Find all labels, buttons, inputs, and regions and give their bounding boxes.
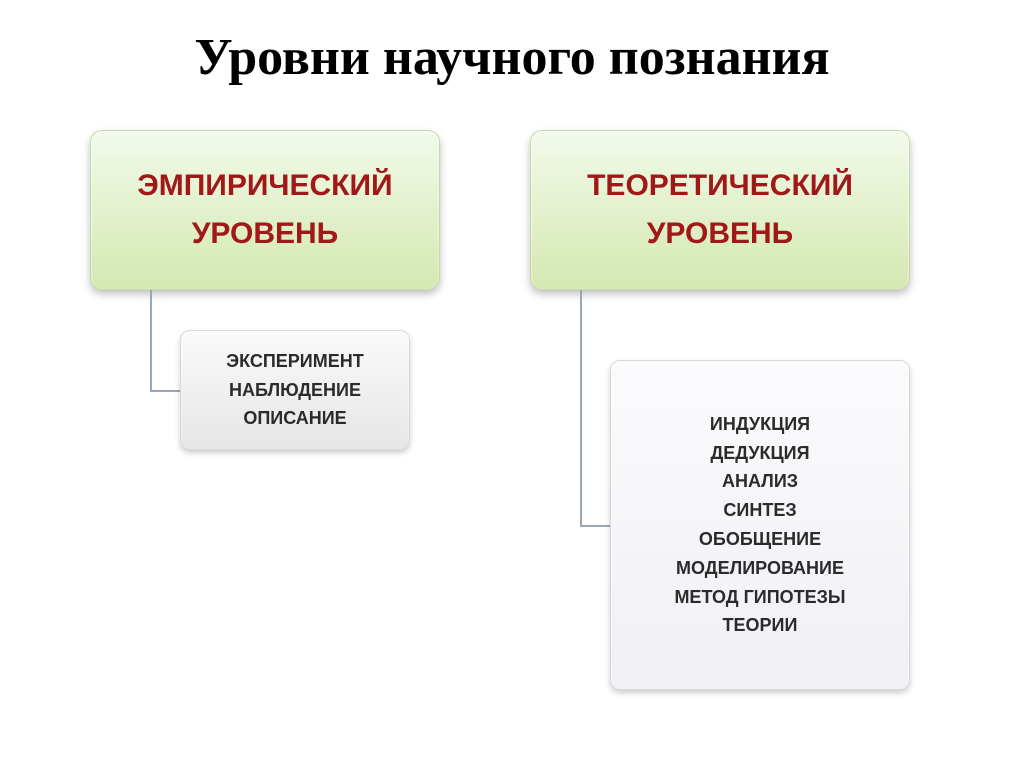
method-item: ЭКСПЕРИМЕНТ xyxy=(226,347,363,376)
method-item: ОПИСАНИЕ xyxy=(243,404,346,433)
method-item: АНАЛИЗ xyxy=(722,467,798,496)
connector-line xyxy=(580,525,610,527)
empirical-level-line2: УРОВЕНЬ xyxy=(192,210,339,258)
theoretical-level-box: ТЕОРЕТИЧЕСКИЙ УРОВЕНЬ xyxy=(530,130,910,290)
method-item: СИНТЕЗ xyxy=(723,496,796,525)
method-item: ИНДУКЦИЯ xyxy=(710,410,810,439)
method-item: МОДЕЛИРОВАНИЕ xyxy=(676,554,844,583)
connector-line xyxy=(580,290,582,525)
connector-line xyxy=(150,290,152,390)
method-item: ДЕДУКЦИЯ xyxy=(710,439,809,468)
theoretical-level-line2: УРОВЕНЬ xyxy=(647,210,794,258)
theoretical-methods-box: ИНДУКЦИЯДЕДУКЦИЯАНАЛИЗСИНТЕЗОБОБЩЕНИЕМОД… xyxy=(610,360,910,690)
empirical-methods-box: ЭКСПЕРИМЕНТНАБЛЮДЕНИЕОПИСАНИЕ xyxy=(180,330,410,450)
method-item: МЕТОД ГИПОТЕЗЫ xyxy=(674,583,845,612)
empirical-level-box: ЭМПИРИЧЕСКИЙ УРОВЕНЬ xyxy=(90,130,440,290)
theoretical-level-line1: ТЕОРЕТИЧЕСКИЙ xyxy=(587,162,853,210)
method-item: ОБОБЩЕНИЕ xyxy=(699,525,821,554)
empirical-level-line1: ЭМПИРИЧЕСКИЙ xyxy=(137,162,392,210)
method-item: ТЕОРИИ xyxy=(723,611,798,640)
method-item: НАБЛЮДЕНИЕ xyxy=(229,376,361,405)
page-title: Уровни научного познания xyxy=(0,28,1024,87)
connector-line xyxy=(150,390,180,392)
